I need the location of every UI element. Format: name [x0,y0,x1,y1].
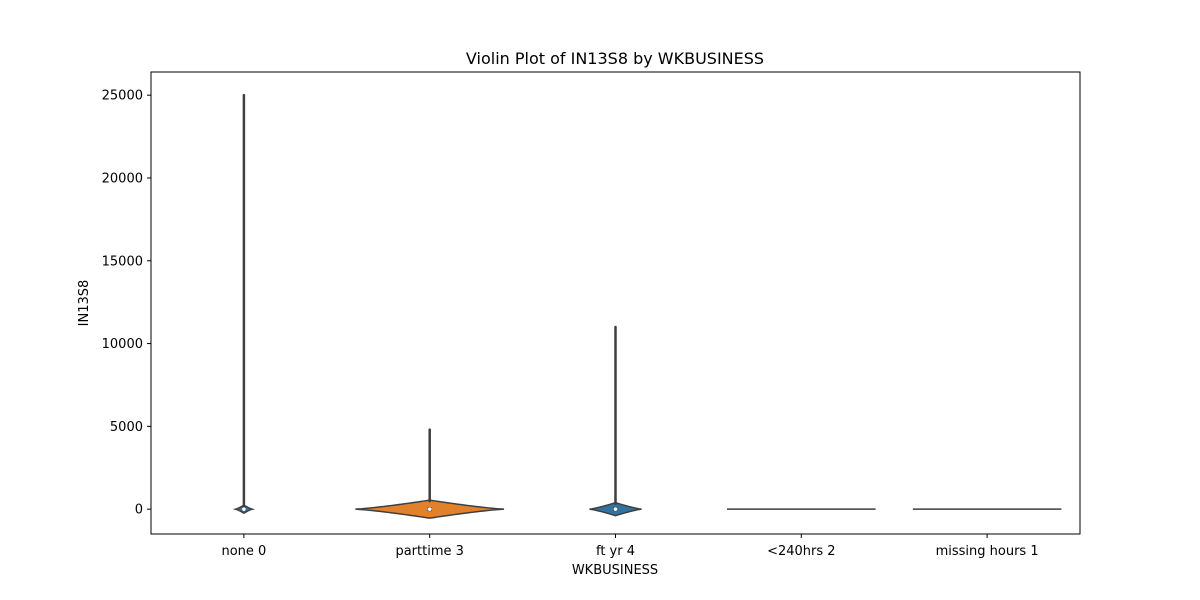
median-marker [613,507,618,511]
x-tick-label: parttime 3 [395,544,463,559]
violin [232,93,256,515]
violin [589,325,642,517]
y-tick-label: 15000 [102,254,143,269]
y-axis-label: IN13S8 [77,280,92,327]
chart-title: Violin Plot of IN13S8 by WKBUSINESS [466,49,764,68]
y-tick-label: 25000 [102,89,143,104]
y-tick-label: 5000 [110,420,143,435]
y-tick-label: 0 [135,503,143,518]
x-tick-label: <240hrs 2 [767,544,835,559]
violins-layer [232,93,1062,519]
violin [355,428,505,519]
y-tick-label: 20000 [102,171,143,186]
x-axis-label: WKBUSINESS [572,563,658,578]
y-tick-label: 10000 [102,337,143,352]
median-marker [427,507,432,511]
x-tick-label: missing hours 1 [936,544,1039,559]
x-tick-label: none 0 [221,544,266,559]
x-tick-label: ft yr 4 [596,544,635,559]
median-marker [242,507,246,511]
y-axis: 0 5000 10000 15000 20000 25000 [102,89,151,518]
x-axis: none 0 parttime 3 ft yr 4 <240hrs 2 missing … [221,534,1039,559]
